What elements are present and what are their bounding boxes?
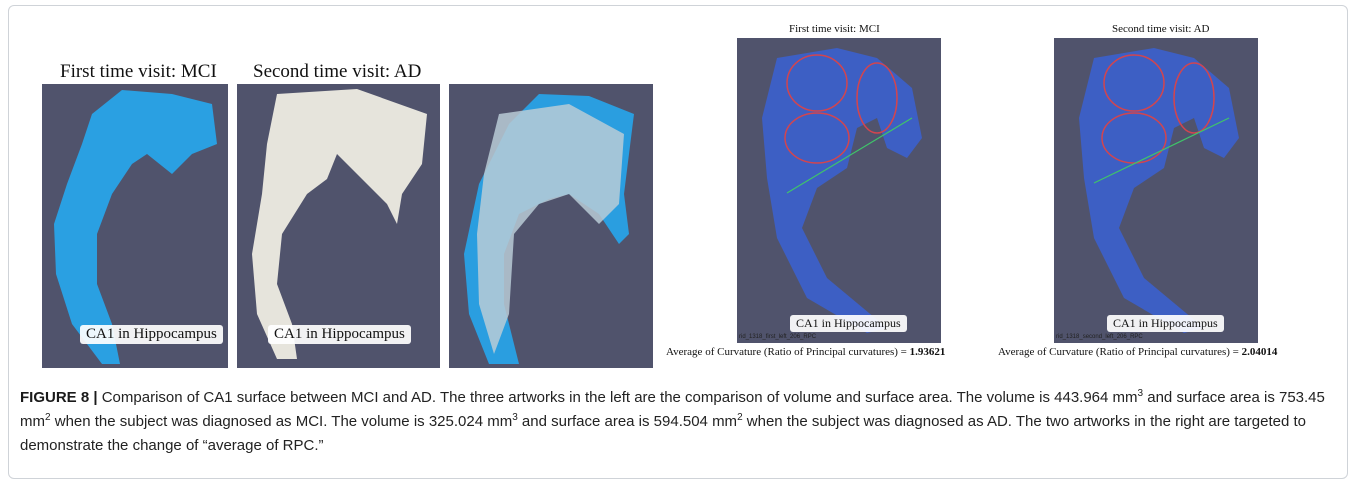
panel-label: CA1 in Hippocampus bbox=[80, 325, 223, 344]
caption-text: Comparison of CA1 surface between MCI an… bbox=[98, 389, 1138, 406]
file-name: rid_1318_second_left_206_RPC bbox=[1056, 334, 1143, 340]
metric: Average of Curvature (Ratio of Principal… bbox=[666, 346, 945, 358]
panel-label: CA1 in Hippocampus bbox=[790, 315, 907, 332]
metric-text: Average of Curvature (Ratio of Principal… bbox=[666, 346, 910, 358]
caption-text: when the subject was diagnosed as MCI. T… bbox=[51, 413, 513, 430]
file-name: rid_1318_first_left_206_RPC bbox=[739, 334, 816, 340]
curvature-ad bbox=[1054, 38, 1258, 343]
panel-label: CA1 in Hippocampus bbox=[1107, 315, 1224, 332]
metric-text: Average of Curvature (Ratio of Principal… bbox=[998, 346, 1242, 358]
figure: First time visit: MCI Second time visit:… bbox=[0, 0, 1357, 487]
caption-text: and surface area is 594.504 mm bbox=[518, 413, 737, 430]
panel-title: First time visit: MCI bbox=[60, 61, 217, 83]
panel-title: Second time visit: AD bbox=[1112, 23, 1209, 35]
caption: FIGURE 8 | Comparison of CA1 surface bet… bbox=[20, 386, 1340, 458]
metric: Average of Curvature (Ratio of Principal… bbox=[998, 346, 1277, 358]
curvature-mci bbox=[737, 38, 941, 343]
render-overlay bbox=[449, 84, 653, 368]
panel-title: Second time visit: AD bbox=[253, 61, 421, 83]
panel-title: First time visit: MCI bbox=[789, 23, 880, 35]
metric-value: 1.93621 bbox=[910, 346, 946, 358]
metric-value: 2.04014 bbox=[1242, 346, 1278, 358]
panel-label: CA1 in Hippocampus bbox=[268, 325, 411, 344]
caption-label: FIGURE 8 | bbox=[20, 389, 98, 406]
